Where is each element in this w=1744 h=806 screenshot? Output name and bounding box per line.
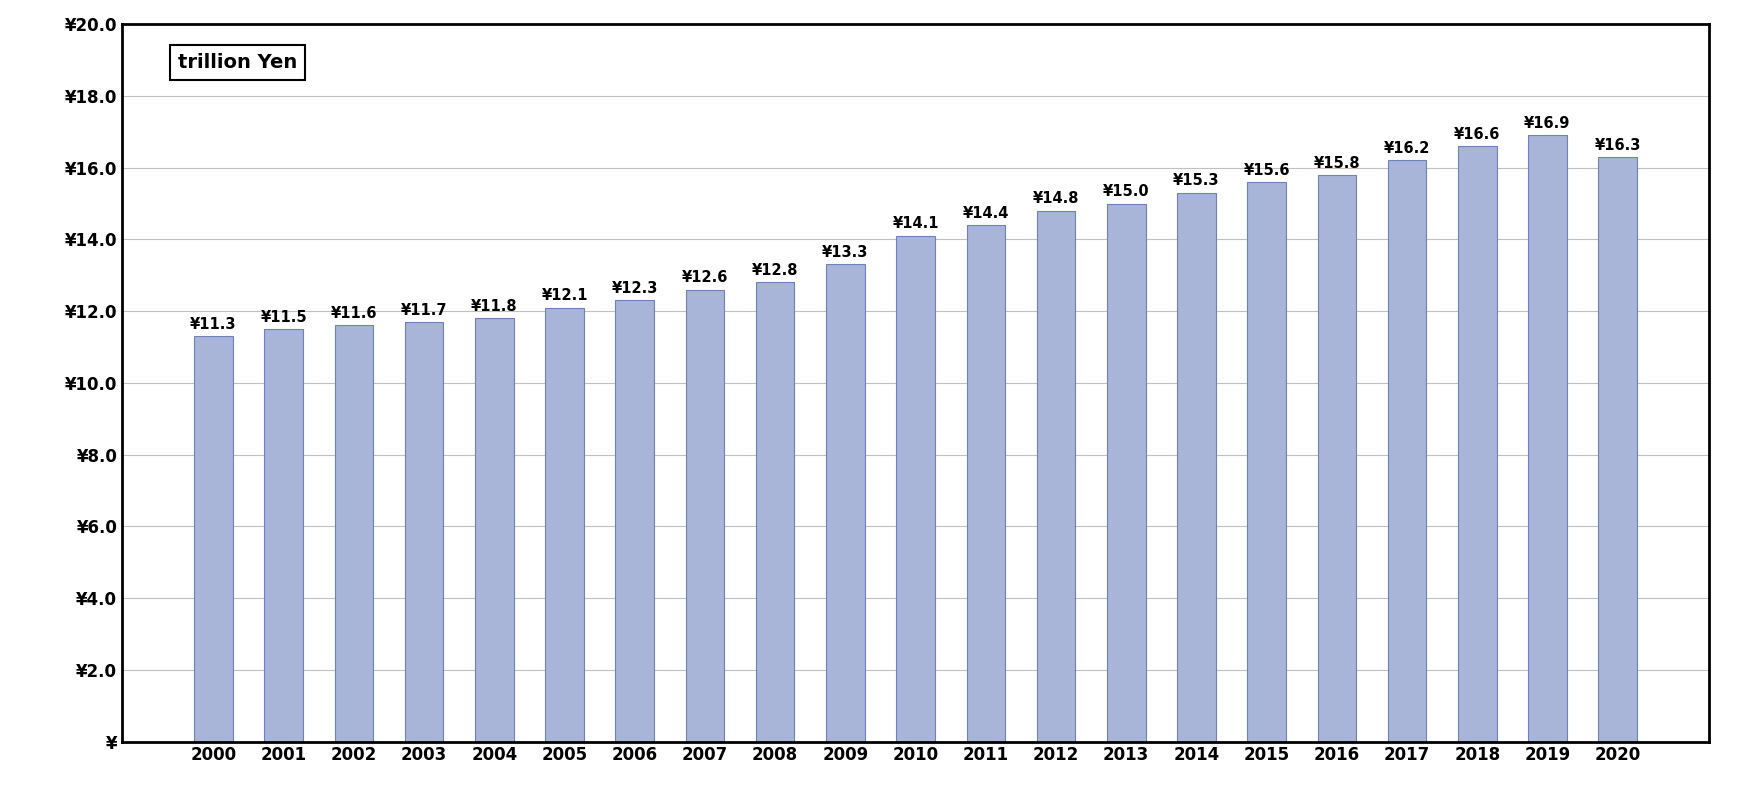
Bar bbox=[335, 326, 373, 742]
Bar bbox=[474, 318, 514, 742]
Text: ¥11.7: ¥11.7 bbox=[401, 302, 448, 318]
Bar bbox=[546, 308, 584, 742]
Text: ¥11.6: ¥11.6 bbox=[331, 306, 377, 321]
Bar bbox=[685, 289, 724, 742]
Bar bbox=[1317, 175, 1357, 742]
Text: ¥12.3: ¥12.3 bbox=[612, 281, 657, 296]
Text: trillion Yen: trillion Yen bbox=[178, 53, 296, 72]
Text: ¥16.2: ¥16.2 bbox=[1385, 141, 1430, 156]
Text: ¥16.6: ¥16.6 bbox=[1454, 127, 1500, 142]
Text: ¥12.1: ¥12.1 bbox=[541, 289, 588, 303]
Text: ¥15.6: ¥15.6 bbox=[1243, 163, 1291, 177]
Text: ¥11.5: ¥11.5 bbox=[260, 310, 307, 325]
Text: ¥11.8: ¥11.8 bbox=[471, 299, 518, 314]
Bar bbox=[1528, 135, 1566, 742]
Text: ¥14.8: ¥14.8 bbox=[1032, 191, 1080, 206]
Bar bbox=[405, 322, 443, 742]
Text: ¥14.4: ¥14.4 bbox=[963, 206, 1010, 221]
Text: ¥12.6: ¥12.6 bbox=[682, 270, 729, 285]
Text: ¥14.1: ¥14.1 bbox=[893, 217, 938, 231]
Text: ¥15.3: ¥15.3 bbox=[1174, 173, 1219, 189]
Text: ¥16.3: ¥16.3 bbox=[1594, 138, 1641, 152]
Bar bbox=[1598, 157, 1638, 742]
Bar bbox=[1107, 204, 1146, 742]
Bar bbox=[966, 225, 1005, 742]
Bar bbox=[896, 236, 935, 742]
Text: ¥12.8: ¥12.8 bbox=[752, 263, 799, 278]
Bar bbox=[1036, 210, 1076, 742]
Text: ¥13.3: ¥13.3 bbox=[821, 245, 869, 260]
Text: ¥11.3: ¥11.3 bbox=[190, 317, 237, 332]
Bar bbox=[616, 301, 654, 742]
Bar bbox=[827, 264, 865, 742]
Bar bbox=[1458, 146, 1496, 742]
Bar bbox=[194, 336, 234, 742]
Text: ¥15.8: ¥15.8 bbox=[1313, 156, 1360, 171]
Bar bbox=[1388, 160, 1427, 742]
Bar bbox=[755, 282, 795, 742]
Bar bbox=[1177, 193, 1216, 742]
Text: ¥16.9: ¥16.9 bbox=[1524, 116, 1571, 131]
Bar bbox=[265, 329, 303, 742]
Bar bbox=[1247, 182, 1285, 742]
Text: ¥15.0: ¥15.0 bbox=[1102, 185, 1149, 199]
